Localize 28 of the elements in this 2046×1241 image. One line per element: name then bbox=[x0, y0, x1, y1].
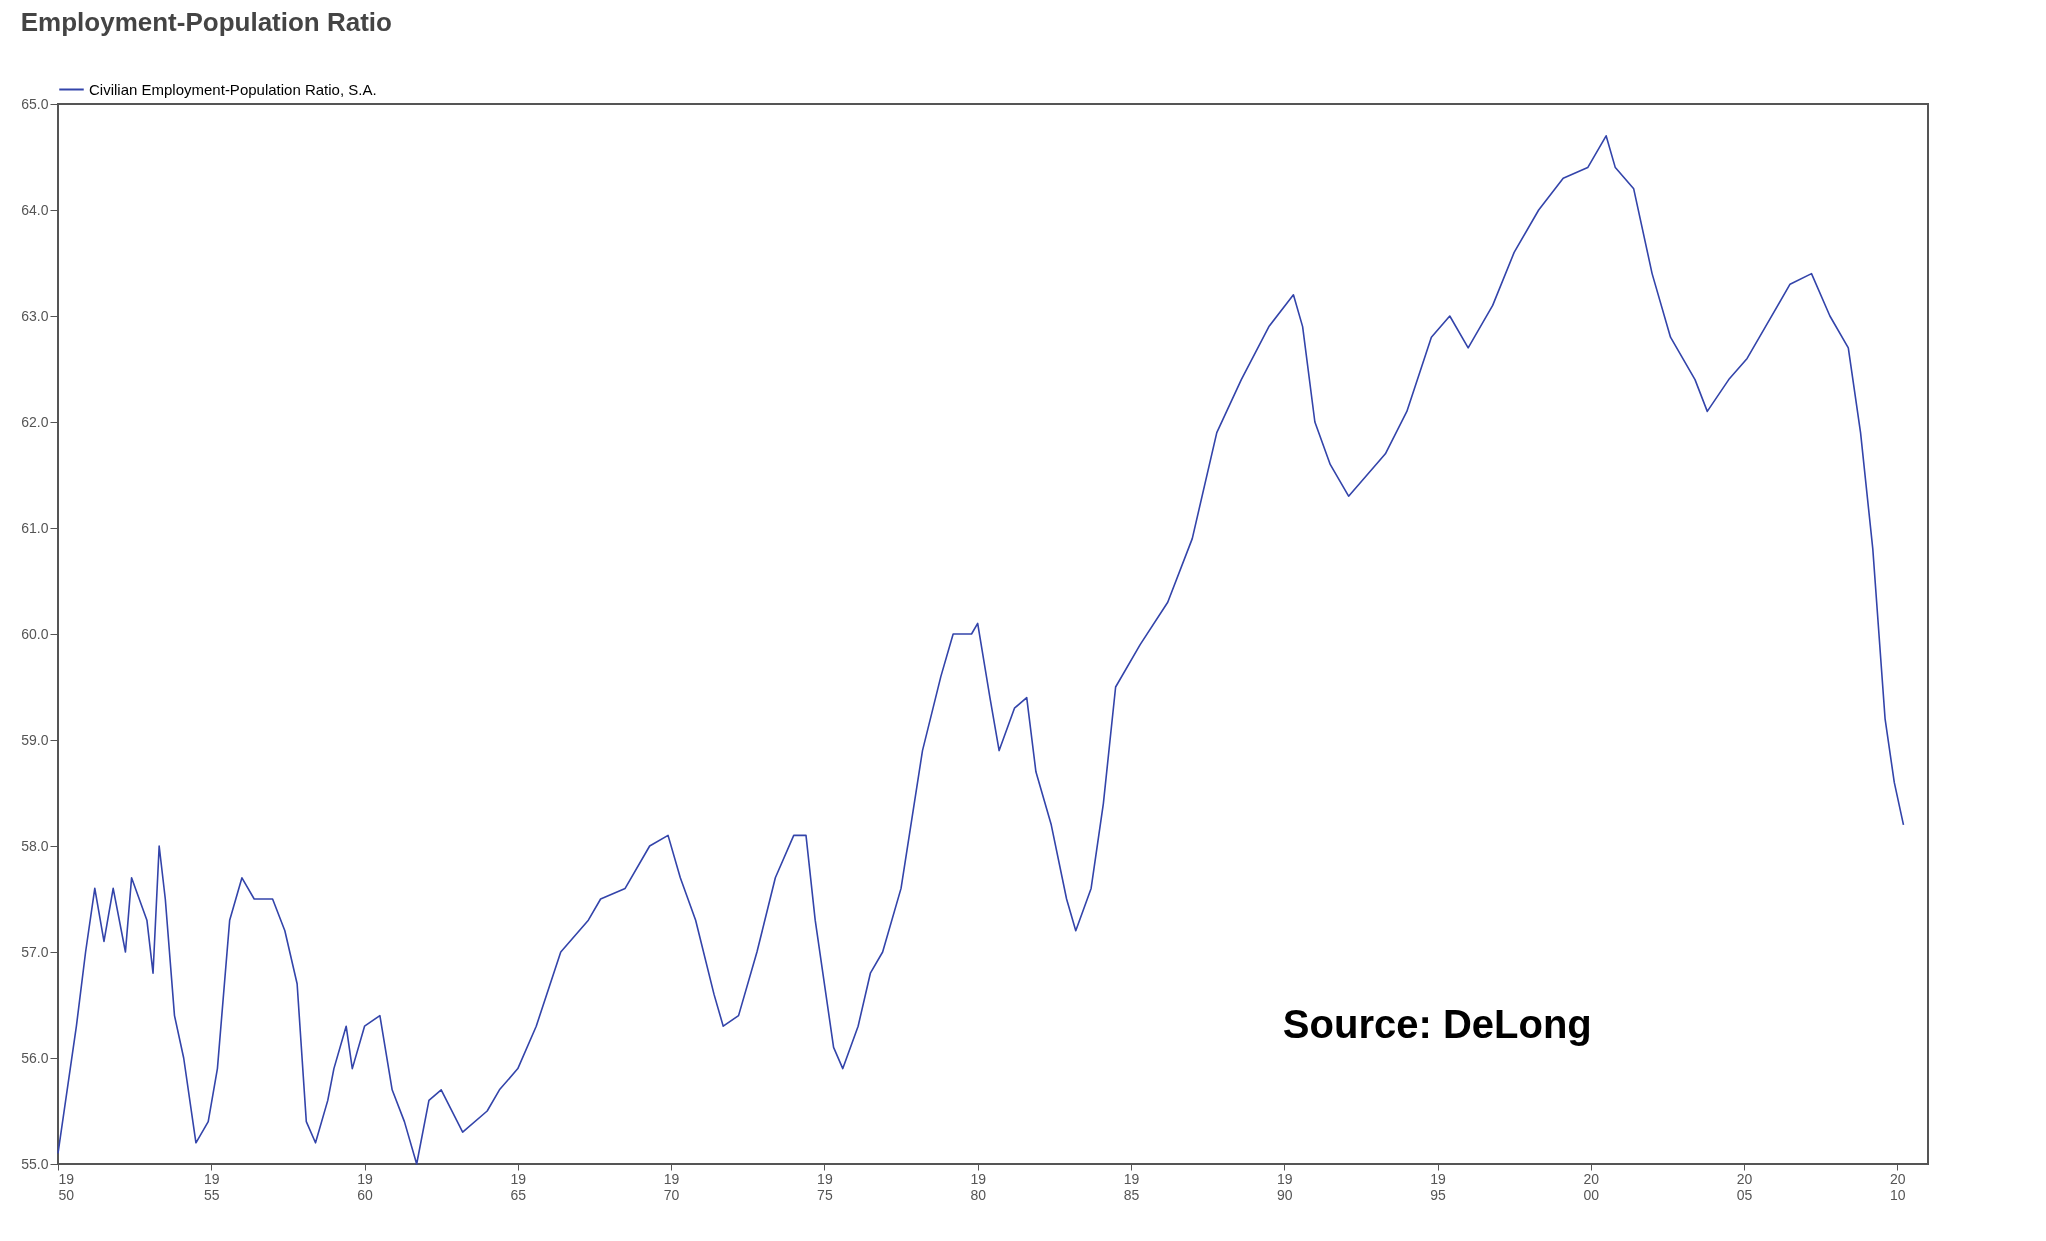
x-tick-label: 19 55 bbox=[203, 1170, 220, 1203]
y-tick-label: 58.0 bbox=[21, 837, 49, 854]
x-tick-label: 19 85 bbox=[1123, 1170, 1140, 1203]
y-tick-label: 55.0 bbox=[21, 1155, 49, 1172]
annotation: Source: DeLong bbox=[1282, 1002, 1592, 1047]
x-tick-label: 20 05 bbox=[1736, 1170, 1753, 1203]
x-tick-label: 19 95 bbox=[1430, 1170, 1447, 1203]
line-series bbox=[57, 135, 1905, 1165]
y-tick-label: 63.0 bbox=[21, 307, 49, 324]
x-tick-label: 20 10 bbox=[1890, 1170, 1906, 1203]
y-tick-label: 62.0 bbox=[21, 413, 49, 430]
chart-title: Employment-Population Ratio bbox=[20, 7, 392, 37]
x-tick-label: 20 00 bbox=[1583, 1170, 1600, 1203]
x-tick-label: 19 80 bbox=[970, 1170, 987, 1203]
x-tick-label: 19 70 bbox=[663, 1170, 680, 1203]
y-tick-label: 57.0 bbox=[21, 943, 49, 960]
legend-label: Civilian Employment-Population Ratio, S.A. bbox=[89, 80, 377, 98]
y-tick-label: 56.0 bbox=[21, 1049, 49, 1066]
x-tick-label: 19 50 bbox=[58, 1170, 75, 1203]
y-tick-label: 60.0 bbox=[21, 625, 49, 642]
y-tick-label: 61.0 bbox=[21, 519, 49, 536]
x-tick-label: 19 60 bbox=[357, 1170, 374, 1203]
x-tick-label: 19 90 bbox=[1276, 1170, 1293, 1203]
y-tick-label: 65.0 bbox=[21, 95, 49, 112]
x-tick-label: 19 75 bbox=[817, 1170, 833, 1203]
y-tick-label: 64.0 bbox=[21, 201, 49, 218]
y-tick-label: 59.0 bbox=[21, 731, 49, 748]
x-tick-label: 19 65 bbox=[510, 1170, 527, 1203]
